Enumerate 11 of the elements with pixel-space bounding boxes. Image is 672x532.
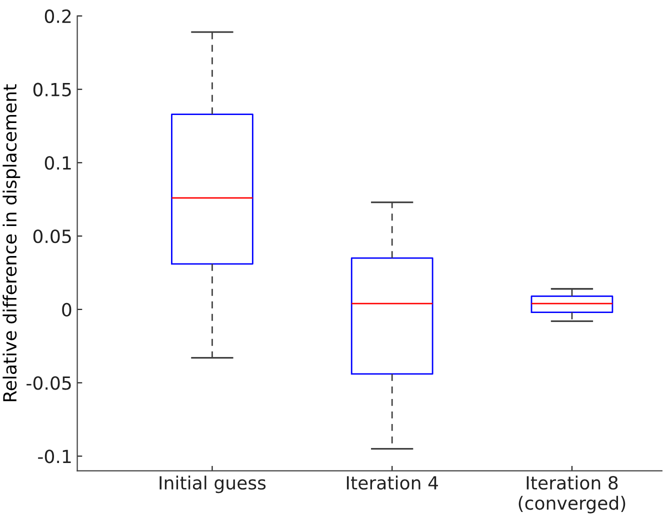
x-tick-label: Iteration 4 <box>346 476 438 490</box>
x-tick-label: Iteration 8 (converged) <box>518 476 626 514</box>
y-axis-title: Relative difference in displacement <box>2 84 20 402</box>
y-tick-label: 0.15 <box>33 82 71 96</box>
y-tick-label: 0.05 <box>33 230 71 244</box>
y-tick-label: -0.1 <box>38 450 71 464</box>
y-tick-label: 0 <box>62 302 72 317</box>
x-tick-label: Initial guess <box>160 476 266 494</box>
y-tick-label: 0.1 <box>44 156 71 170</box>
y-tick-label: 0.2 <box>44 9 71 24</box>
y-tick-label: -0.05 <box>26 376 71 390</box>
